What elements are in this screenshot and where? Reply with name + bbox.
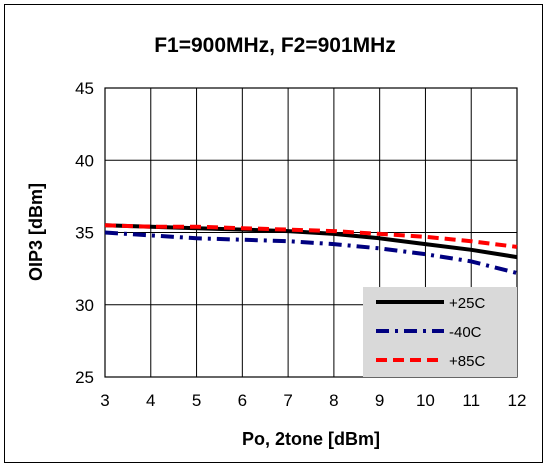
y-tick-label: 40 — [75, 151, 94, 170]
legend-label-2: +85C — [449, 353, 485, 370]
series-lines — [104, 223, 518, 275]
x-tick-label: 3 — [100, 391, 109, 410]
x-tick-label: 10 — [416, 391, 435, 410]
legend: +25C -40C +85C — [363, 287, 517, 377]
chart-title: F1=900MHz, F2=901MHz — [154, 34, 396, 57]
y-tick-label: 25 — [75, 368, 94, 387]
x-tick-label: 6 — [238, 391, 247, 410]
x-tick-label: 9 — [375, 391, 384, 410]
chart-frame — [4, 4, 543, 463]
series-line-2 — [104, 223, 518, 249]
x-axis-label: Po, 2tone [dBm] — [242, 429, 380, 449]
series-line-1 — [104, 230, 518, 275]
x-tick-label: 11 — [462, 391, 480, 410]
legend-label-1: -40C — [449, 324, 482, 341]
y-tick-label: 35 — [75, 224, 94, 243]
x-tick-label: 4 — [146, 391, 155, 410]
y-tick-label: 30 — [75, 296, 94, 315]
y-tick-label: 45 — [75, 79, 94, 98]
y-axis-label: OIP3 [dBm] — [26, 183, 46, 281]
x-tick-label: 7 — [283, 391, 292, 410]
legend-label-0: +25C — [449, 295, 485, 312]
x-tick-label: 12 — [508, 391, 527, 410]
x-tick-label: 5 — [192, 391, 201, 410]
x-tick-label: 8 — [329, 391, 338, 410]
